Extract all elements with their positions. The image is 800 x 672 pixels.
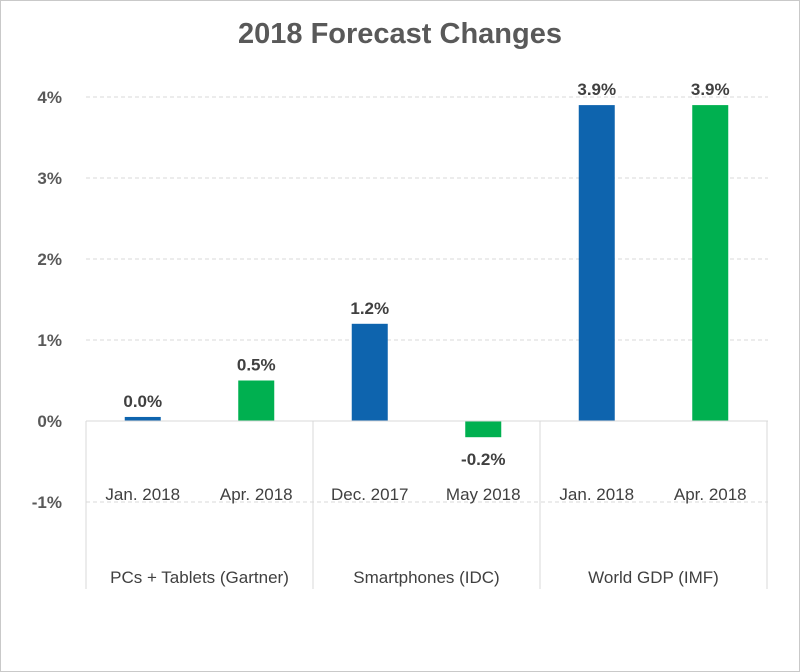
bar — [465, 421, 502, 438]
category-label: Apr. 2018 — [220, 485, 293, 504]
group-label: World GDP (IMF) — [588, 568, 719, 587]
bar — [578, 105, 615, 421]
y-tick-label: -1% — [32, 493, 62, 512]
gridlines: -1% 0% 1% 2% 3% 4% — [32, 88, 768, 512]
bar — [351, 323, 388, 421]
y-tick-label: 1% — [37, 331, 62, 350]
y-tick-label: 0% — [37, 412, 62, 431]
bar — [692, 105, 729, 421]
bar — [238, 380, 275, 421]
y-tick-label: 2% — [37, 250, 62, 269]
category-label: Dec. 2017 — [331, 485, 409, 504]
category-label: Jan. 2018 — [559, 485, 634, 504]
data-label: 1.2% — [350, 299, 389, 318]
bars — [124, 105, 729, 438]
data-label: 0.5% — [237, 356, 276, 375]
data-labels: 0.0% 0.5% 1.2% -0.2% 3.9% 3.9% — [123, 80, 729, 469]
group-label: Smartphones (IDC) — [353, 568, 499, 587]
category-label: Jan. 2018 — [105, 485, 180, 504]
category-label: Apr. 2018 — [674, 485, 747, 504]
chart-title: 2018 Forecast Changes — [238, 18, 562, 50]
category-axis: Jan. 2018 Apr. 2018 Dec. 2017 May 2018 Jan. … — [85, 420, 768, 589]
group-label: PCs + Tablets (Gartner) — [110, 568, 289, 587]
data-label: 3.9% — [691, 80, 730, 99]
y-tick-label: 3% — [37, 169, 62, 188]
data-label: -0.2% — [461, 450, 505, 469]
y-tick-label: 4% — [37, 88, 62, 107]
bar — [124, 416, 161, 421]
data-label: 0.0% — [123, 392, 162, 411]
data-label: 3.9% — [577, 80, 616, 99]
category-label: May 2018 — [446, 485, 521, 504]
